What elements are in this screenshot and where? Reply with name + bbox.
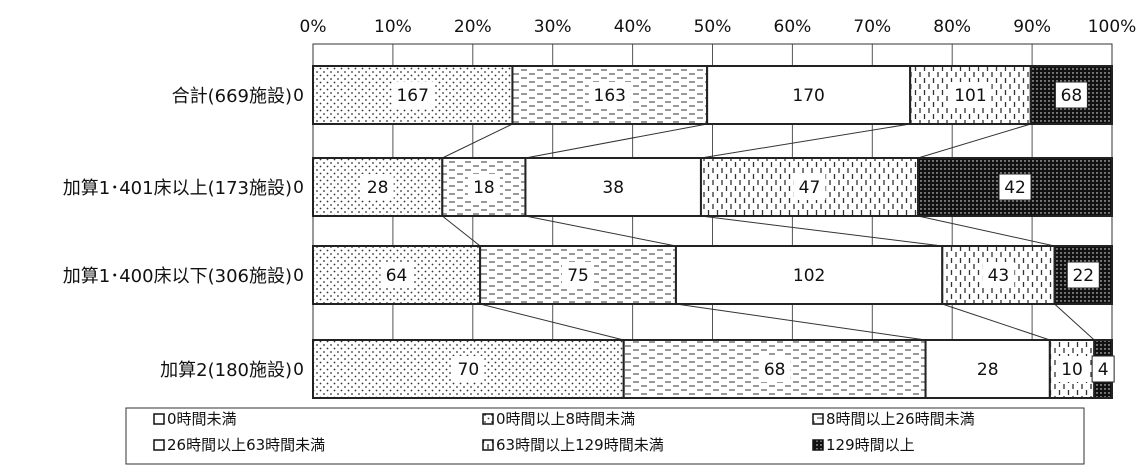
data-label: 68 bbox=[764, 360, 786, 380]
legend-label: 8時間以上26時間未満 bbox=[826, 410, 975, 428]
data-label: 28 bbox=[977, 360, 999, 380]
category-label: 合計(669施設) bbox=[172, 86, 292, 107]
bar-segment bbox=[674, 245, 944, 305]
legend bbox=[125, 407, 1085, 465]
category-label: 加算2(180施設) bbox=[160, 360, 292, 381]
legend-label: 63時間以上129時間未満 bbox=[496, 436, 664, 454]
data-label: 42 bbox=[1004, 178, 1026, 198]
data-label-box bbox=[1056, 356, 1089, 382]
data-label: 22 bbox=[1072, 266, 1094, 286]
legend-swatch bbox=[153, 439, 165, 451]
data-label: 167 bbox=[396, 86, 428, 106]
x-tick-label: 0% bbox=[300, 17, 327, 37]
series-connector-line bbox=[479, 303, 624, 341]
legend-swatch bbox=[812, 439, 824, 451]
legend-swatch bbox=[482, 413, 494, 425]
bar-segment bbox=[524, 157, 702, 217]
data-label-box bbox=[588, 82, 631, 108]
data-label: 10 bbox=[1061, 360, 1083, 380]
x-tick-label: 50% bbox=[694, 17, 732, 37]
data-label-box bbox=[1054, 81, 1088, 109]
data-label-box bbox=[949, 82, 992, 108]
x-tick-label: 90% bbox=[1013, 17, 1051, 37]
data-label-box bbox=[452, 356, 485, 382]
data-label: 163 bbox=[594, 86, 626, 106]
data-label-box bbox=[361, 174, 394, 200]
x-tick-label: 10% bbox=[374, 17, 412, 37]
data-label: 102 bbox=[793, 266, 825, 286]
data-label-box bbox=[467, 174, 500, 200]
legend-swatch bbox=[482, 439, 494, 451]
data-label: 38 bbox=[602, 178, 624, 198]
x-tick-label: 70% bbox=[853, 17, 891, 37]
x-tick-label: 30% bbox=[534, 17, 572, 37]
data-label: 28 bbox=[367, 178, 389, 198]
series-connector-line bbox=[442, 215, 481, 247]
data-label: 0 bbox=[293, 266, 304, 286]
data-label: 4 bbox=[1098, 360, 1109, 380]
data-label: 0 bbox=[293, 86, 304, 106]
data-label: 75 bbox=[567, 266, 589, 286]
x-tick-label: 40% bbox=[614, 17, 652, 37]
data-label: 47 bbox=[799, 178, 821, 198]
legend-label: 0時間未満 bbox=[167, 410, 237, 428]
data-label-box bbox=[391, 82, 434, 108]
series-connector-line bbox=[700, 123, 911, 159]
data-label-box bbox=[380, 262, 413, 288]
legend-swatch bbox=[153, 413, 165, 425]
bar-segment bbox=[706, 65, 912, 125]
data-label-box bbox=[998, 173, 1032, 201]
data-label: 68 bbox=[1061, 86, 1083, 106]
data-label-box bbox=[793, 174, 826, 200]
series-connector-line bbox=[525, 215, 677, 247]
data-label: 64 bbox=[386, 266, 408, 286]
data-label: 0 bbox=[293, 360, 304, 380]
data-label: 70 bbox=[458, 360, 480, 380]
series-connector-line bbox=[700, 215, 943, 247]
series-connector-line bbox=[442, 123, 513, 159]
series-connector-line bbox=[1054, 303, 1095, 341]
x-tick-label: 80% bbox=[933, 17, 971, 37]
data-label: 43 bbox=[988, 266, 1010, 286]
data-label: 101 bbox=[954, 86, 986, 106]
bar-segment bbox=[909, 65, 1032, 125]
data-label-box bbox=[758, 356, 791, 382]
category-label: 加算1･400床以下(306施設) bbox=[63, 266, 292, 287]
legend-label: 129時間以上 bbox=[826, 436, 915, 454]
data-label: 0 bbox=[293, 178, 304, 198]
bar-segment bbox=[941, 245, 1056, 305]
series-connector-line bbox=[917, 123, 1031, 159]
legend-swatch bbox=[812, 413, 824, 425]
data-label: 170 bbox=[792, 86, 824, 106]
legend-label: 0時間以上8時間未満 bbox=[496, 410, 635, 428]
data-label-box bbox=[562, 262, 595, 288]
data-label-box bbox=[982, 262, 1015, 288]
x-tick-label: 60% bbox=[774, 17, 812, 37]
x-tick-label: 20% bbox=[454, 17, 492, 37]
bar-segment bbox=[441, 157, 527, 217]
series-connector-line bbox=[942, 303, 1051, 341]
data-label: 18 bbox=[473, 178, 495, 198]
series-connector-line bbox=[917, 215, 1055, 247]
category-label: 加算1･401床以上(173施設) bbox=[63, 178, 292, 199]
bar-segment bbox=[917, 157, 1114, 217]
legend-label: 26時間以上63時間未満 bbox=[167, 436, 325, 454]
series-connector-line bbox=[525, 123, 708, 159]
data-label-box bbox=[1091, 355, 1115, 383]
data-label-box bbox=[1066, 261, 1100, 289]
bar-segment bbox=[312, 339, 625, 399]
x-tick-label: 100% bbox=[1088, 17, 1137, 37]
series-connector-line bbox=[675, 303, 926, 341]
